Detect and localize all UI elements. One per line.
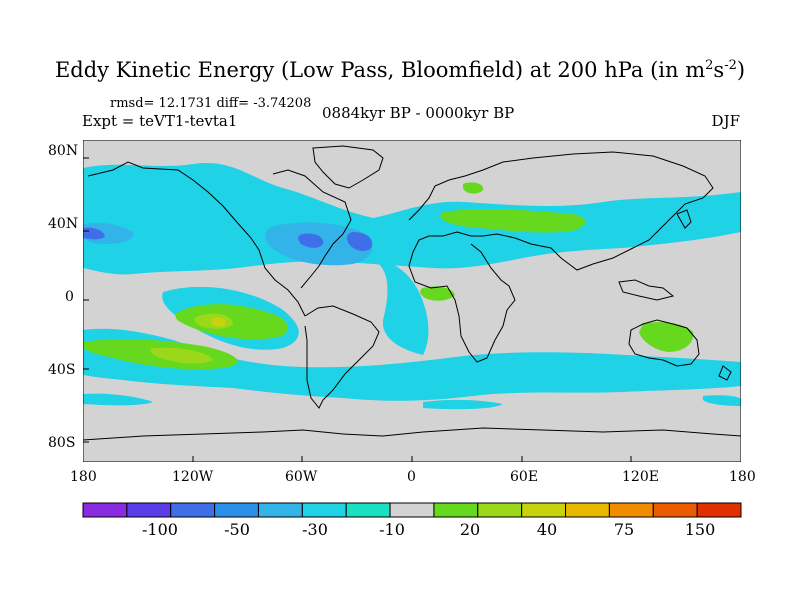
colorbar-label: -30 (302, 520, 328, 539)
eke-anomaly-map (83, 140, 741, 462)
colorbar-swatch (477, 502, 523, 518)
coastlines (83, 145, 741, 441)
colorbar-swatch (433, 502, 479, 518)
period-label: 0884kyr BP - 0000kyr BP (322, 104, 515, 122)
positive-anomaly-regions (83, 182, 694, 370)
colorbar-label: -50 (224, 520, 250, 539)
experiment-label: Expt = teVT1-tevta1 (82, 112, 238, 130)
colorbar (82, 502, 742, 518)
colorbar-swatch (301, 502, 347, 518)
season-label: DJF (711, 112, 740, 130)
colorbar-label: 20 (459, 520, 481, 539)
colorbar-label: -10 (379, 520, 405, 539)
colorbar-swatch (389, 502, 435, 518)
y-tick-label: 80N (48, 143, 79, 159)
colorbar-label: 40 (536, 520, 558, 539)
axis-ticks (83, 157, 632, 462)
y-tick-label: 40S (48, 362, 76, 378)
y-tick-label: 80S (48, 435, 76, 451)
x-tick-label: 120E (622, 469, 659, 485)
colorbar-swatch (126, 502, 172, 518)
colorbar-swatch (170, 502, 216, 518)
x-tick-label: 0 (407, 469, 416, 485)
colorbar-swatch (608, 502, 654, 518)
colorbar-swatch (214, 502, 259, 518)
plot-title: Eddy Kinetic Energy (Low Pass, Bloomfiel… (54, 58, 746, 82)
y-tick-label: 0 (65, 289, 74, 305)
colorbar-swatch (82, 502, 128, 518)
x-tick-label: 180 (729, 469, 756, 485)
colorbar-label: -100 (142, 520, 178, 539)
colorbar-swatch (345, 502, 391, 518)
colorbar-swatch (652, 502, 698, 518)
y-tick-label: 40N (48, 216, 79, 232)
colorbar-swatch (696, 502, 742, 518)
colorbar-label: 75 (613, 520, 635, 539)
x-tick-label: 180 (70, 469, 97, 485)
x-tick-label: 120W (172, 469, 214, 485)
colorbar-label: 150 (684, 520, 716, 539)
colorbar-swatch (257, 502, 303, 518)
colorbar-swatch (521, 502, 567, 518)
x-tick-label: 60W (285, 469, 318, 485)
x-tick-label: 60E (510, 469, 539, 485)
colorbar-swatch (565, 502, 610, 518)
rmsd-stats: rmsd= 12.1731 diff= -3.74208 (110, 96, 312, 111)
